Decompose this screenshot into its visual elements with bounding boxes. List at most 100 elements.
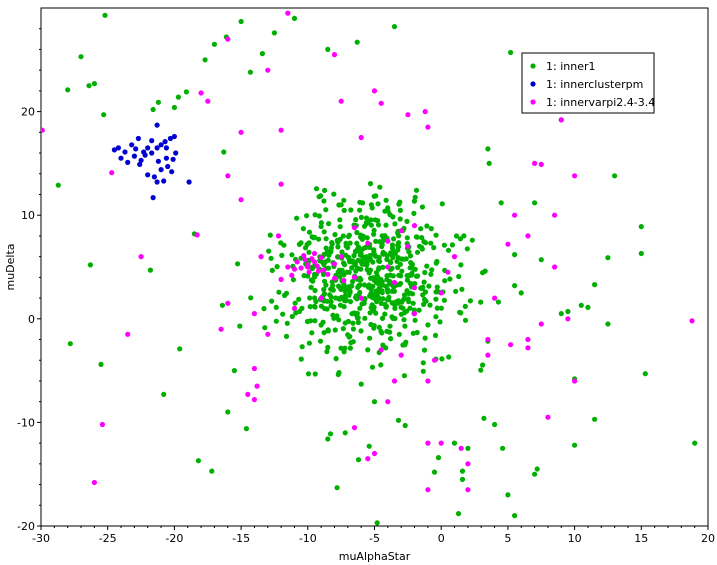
data-point <box>397 216 403 222</box>
data-point <box>375 218 381 224</box>
data-point <box>431 469 438 475</box>
data-point <box>365 456 371 462</box>
data-point <box>268 255 274 261</box>
data-point <box>225 36 231 42</box>
data-point <box>98 361 104 367</box>
data-point <box>534 466 540 472</box>
data-point <box>245 391 251 397</box>
data-point <box>418 285 424 291</box>
data-point <box>328 286 334 292</box>
data-point <box>342 288 348 294</box>
data-point <box>469 237 475 243</box>
data-point <box>291 305 298 311</box>
data-point <box>338 345 344 351</box>
data-point <box>366 443 372 449</box>
data-point <box>365 258 371 264</box>
data-point <box>425 322 431 328</box>
data-point <box>355 284 361 290</box>
data-point <box>405 290 412 296</box>
data-point <box>391 279 398 286</box>
data-point <box>357 305 363 311</box>
data-point <box>271 30 277 36</box>
data-point <box>374 520 380 526</box>
data-point <box>347 284 353 290</box>
data-point <box>419 204 425 210</box>
data-point <box>321 198 327 204</box>
data-point <box>572 378 578 384</box>
data-point <box>340 233 346 239</box>
data-point <box>462 303 468 309</box>
legend: 1: inner1 1: innerclusterpm 1: innervarpi2… <box>521 52 655 114</box>
data-point <box>545 414 551 420</box>
data-point <box>155 158 161 164</box>
legend-marker <box>530 63 536 69</box>
data-point <box>410 266 417 272</box>
data-point <box>334 237 340 243</box>
data-point <box>405 112 411 118</box>
data-point <box>309 330 315 336</box>
data-point <box>145 145 151 151</box>
data-point <box>399 268 405 274</box>
data-point <box>505 241 511 247</box>
data-point <box>511 513 518 519</box>
data-point <box>165 163 171 170</box>
data-point <box>316 236 322 242</box>
data-point <box>425 124 431 130</box>
data-point <box>572 442 578 448</box>
data-point <box>329 241 335 247</box>
data-point <box>371 88 378 94</box>
data-point <box>392 221 398 227</box>
data-point <box>296 241 302 247</box>
data-point <box>339 267 345 273</box>
data-point <box>558 117 564 123</box>
data-point <box>299 344 305 350</box>
data-point <box>427 302 433 308</box>
data-point <box>347 345 353 351</box>
data-point <box>438 305 444 311</box>
data-point <box>585 304 591 310</box>
data-point <box>331 304 337 310</box>
data-point <box>459 286 465 292</box>
data-point <box>351 425 358 431</box>
data-point <box>375 222 382 228</box>
data-point <box>408 260 414 266</box>
data-point <box>360 233 366 239</box>
data-point <box>336 202 342 208</box>
data-point <box>280 311 286 317</box>
data-point <box>312 287 318 294</box>
data-point <box>378 328 384 334</box>
data-point <box>262 325 268 331</box>
data-point <box>248 295 254 301</box>
x-tick-label: -20 <box>165 532 183 545</box>
data-point <box>238 129 244 135</box>
data-point <box>428 240 434 246</box>
data-point <box>318 322 324 328</box>
data-point <box>186 179 192 185</box>
data-point <box>251 311 257 317</box>
data-point <box>314 263 320 269</box>
data-point <box>395 417 402 423</box>
data-point <box>389 242 395 248</box>
data-point <box>354 39 360 45</box>
data-point <box>511 283 518 289</box>
data-point <box>385 264 391 270</box>
data-point <box>161 178 167 184</box>
data-point <box>424 223 430 229</box>
data-point <box>390 273 396 279</box>
x-tick-label: 20 <box>701 532 715 545</box>
data-point <box>422 289 429 295</box>
data-point <box>375 201 381 207</box>
data-point <box>358 328 364 334</box>
data-point <box>333 356 339 362</box>
data-point <box>445 247 452 253</box>
data-point <box>387 323 393 329</box>
data-point <box>175 94 181 100</box>
data-point <box>414 249 421 255</box>
data-point <box>449 242 455 248</box>
data-point <box>350 278 356 285</box>
data-point <box>247 69 253 75</box>
data-point <box>339 249 345 255</box>
data-point <box>391 300 397 306</box>
data-point <box>404 277 410 283</box>
data-point <box>480 270 486 276</box>
